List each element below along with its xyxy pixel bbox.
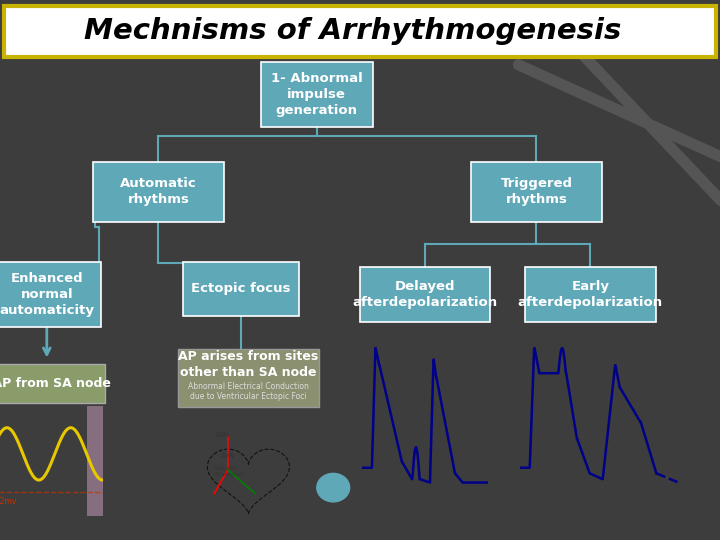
FancyBboxPatch shape <box>86 407 103 516</box>
FancyBboxPatch shape <box>360 267 490 321</box>
Circle shape <box>317 474 350 502</box>
Text: Ectopic focus: Ectopic focus <box>192 282 291 295</box>
FancyBboxPatch shape <box>0 261 101 327</box>
FancyBboxPatch shape <box>261 62 373 127</box>
Text: SAN: SAN <box>214 431 229 437</box>
Text: Early
afterdepolarization: Early afterdepolarization <box>518 280 663 309</box>
FancyBboxPatch shape <box>0 364 105 403</box>
Text: 1- Abnormal
impulse
generation: 1- Abnormal impulse generation <box>271 72 363 117</box>
FancyBboxPatch shape <box>525 267 655 321</box>
FancyBboxPatch shape <box>4 6 716 57</box>
Text: Abnormal Electrical Conduction
due to Ventricular Ectopic Foci: Abnormal Electrical Conduction due to Ve… <box>188 382 309 401</box>
Text: ↑AP from SA node: ↑AP from SA node <box>0 377 111 390</box>
Text: Mechnisms of Arrhythmogenesis: Mechnisms of Arrhythmogenesis <box>84 17 621 45</box>
Text: Delayed
afterdepolarization: Delayed afterdepolarization <box>352 280 498 309</box>
Text: Enhanced
normal
automaticity: Enhanced normal automaticity <box>0 272 94 317</box>
FancyBboxPatch shape <box>178 349 319 407</box>
Text: AVN: AVN <box>221 453 235 459</box>
Text: AP arises from sites
other than SA node: AP arises from sites other than SA node <box>179 350 318 379</box>
FancyBboxPatch shape <box>183 261 300 316</box>
FancyBboxPatch shape <box>471 162 601 221</box>
FancyBboxPatch shape <box>94 162 223 221</box>
Text: -62mv: -62mv <box>0 497 17 506</box>
Text: Automatic
rhythms: Automatic rhythms <box>120 177 197 206</box>
Text: Triggered
rhythms: Triggered rhythms <box>500 177 572 206</box>
Text: Bundle
Branches: Bundle Branches <box>214 466 243 477</box>
